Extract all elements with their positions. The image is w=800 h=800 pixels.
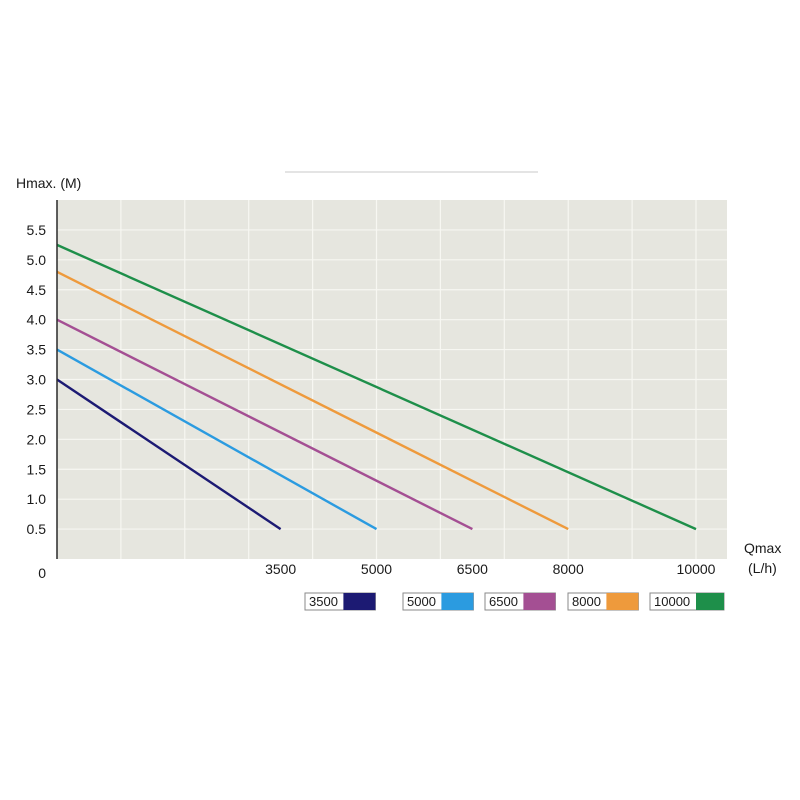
legend-swatch — [441, 593, 474, 610]
y-tick-label: 2.5 — [27, 401, 47, 417]
legend-item-10000: 10000 — [649, 592, 725, 611]
y-tick-label: 5.0 — [27, 252, 47, 268]
legend-swatch — [696, 593, 724, 610]
y-tick-label: 2.0 — [27, 431, 47, 447]
y-tick-label: 3.0 — [27, 372, 47, 388]
y-tick-label: 5.5 — [27, 222, 47, 238]
series-line-5000 — [56, 348, 378, 531]
x-tick-label: 8000 — [553, 561, 584, 577]
y-tick-label: 4.5 — [27, 282, 47, 298]
legend-swatch — [343, 593, 376, 610]
legend-swatch — [523, 593, 556, 610]
x-tick-label: 3500 — [265, 561, 296, 577]
legend-label: 8000 — [572, 594, 601, 609]
legend-item-3500: 3500 — [304, 592, 376, 611]
x-tick-label: 6500 — [457, 561, 488, 577]
y-tick-label: 1.0 — [27, 491, 47, 507]
y-tick-label: 1.5 — [27, 461, 47, 477]
y-tick-label: 0 — [38, 565, 46, 581]
legend-label: 5000 — [407, 594, 436, 609]
x-tick-labels: 3500 5000 6500 8000 10000 — [265, 561, 716, 577]
legend-item-8000: 8000 — [567, 592, 639, 611]
series-line-6500 — [56, 318, 473, 531]
y-axis-title: Hmax. (M) — [16, 175, 81, 191]
legend-item-6500: 6500 — [484, 592, 556, 611]
y-tick-label: 3.5 — [27, 342, 47, 358]
series-line-8000 — [56, 270, 569, 531]
y-tick-label: 0.5 — [27, 521, 47, 537]
x-tick-label: 5000 — [361, 561, 392, 577]
legend-label: 6500 — [489, 594, 518, 609]
x-tick-label: 10000 — [677, 561, 716, 577]
series-lines — [56, 243, 697, 531]
legend-label: 10000 — [654, 594, 690, 609]
series-line-3500 — [56, 378, 282, 531]
legend-label: 3500 — [309, 594, 338, 609]
legend-item-5000: 5000 — [402, 592, 474, 611]
y-tick-label: 4.0 — [27, 312, 47, 328]
legend-swatch — [606, 593, 639, 610]
x-axis-title-line2: (L/h) — [748, 560, 777, 576]
y-tick-labels: 5.5 5.0 4.5 4.0 3.5 3.0 2.5 2.0 1.5 1.0 0.5 0 — [27, 222, 47, 581]
x-axis-title-line1: Qmax — [744, 540, 781, 556]
grid-lines — [57, 200, 727, 559]
series-line-10000 — [56, 243, 697, 531]
legend: 3500 5000 6500 8000 10000 — [304, 592, 725, 611]
